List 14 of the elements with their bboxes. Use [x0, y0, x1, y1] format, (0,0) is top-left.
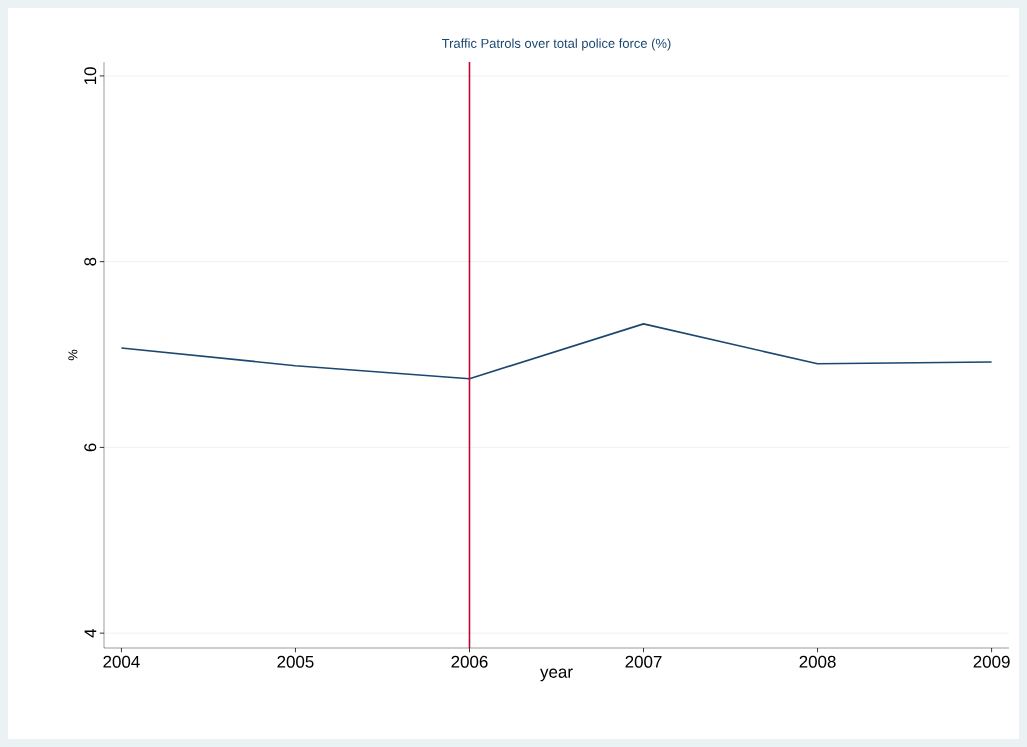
line-series	[120, 323, 993, 380]
x-axis-title: year	[540, 668, 573, 682]
x-tick-label: 2005	[277, 655, 314, 668]
x-tick-label: 2008	[799, 655, 836, 668]
x-tick-label: 2009	[973, 655, 1010, 668]
chart-title: Traffic Patrols over total police force (%)	[442, 38, 671, 51]
x-tick-label: 2006	[451, 655, 488, 668]
y-tick-label: 6	[84, 443, 97, 452]
x-tick-label: 2004	[103, 655, 140, 668]
y-tick-label: 10	[84, 67, 97, 85]
y-tick-label: 4	[84, 628, 97, 638]
y-axis-title: %	[68, 349, 78, 361]
y-tick-label: 8	[84, 257, 97, 266]
x-tick-label: 2007	[625, 655, 662, 668]
